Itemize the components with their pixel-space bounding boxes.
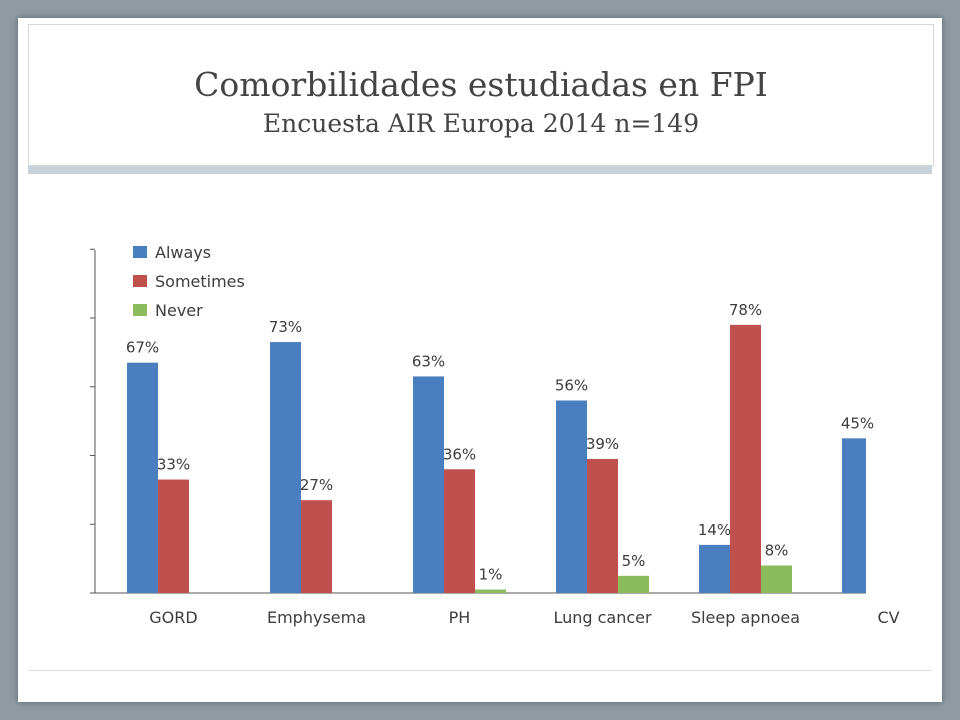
legend-entry: Always: [155, 243, 211, 262]
legend-swatch: [133, 275, 147, 287]
footer-box: [28, 670, 932, 695]
data-label: 78%: [729, 301, 762, 319]
data-label: 8%: [765, 542, 789, 560]
x-tick-label: PH: [449, 608, 471, 627]
bar-always: [413, 376, 444, 593]
x-tick-label: GORD: [149, 608, 197, 627]
bar-sometimes: [158, 479, 189, 593]
bar-never: [475, 589, 506, 593]
x-tick-label: Sleep apnoea: [691, 608, 800, 627]
bar-never: [761, 565, 792, 593]
chart-title: Comorbilidades estudiadas en FPI: [194, 65, 768, 104]
data-label: 45%: [841, 414, 874, 432]
bar-sometimes: [301, 500, 332, 593]
data-label: 36%: [443, 445, 476, 463]
data-label: 1%: [479, 566, 503, 584]
bar-never: [618, 575, 649, 593]
bar-always: [699, 544, 730, 593]
x-tick-label: CV: [877, 608, 899, 627]
bar-always: [270, 342, 301, 593]
data-label: 67%: [126, 339, 159, 357]
data-label: 63%: [412, 352, 445, 370]
title-box: Comorbilidades estudiadas en FPI Encuest…: [28, 24, 934, 166]
legend-swatch: [133, 246, 147, 258]
data-label: 5%: [622, 552, 646, 570]
legend-entry: Never: [155, 301, 203, 320]
bar-sometimes: [587, 458, 618, 593]
x-tick-label: Emphysema: [267, 608, 366, 627]
title-divider: [28, 166, 932, 174]
bar-always: [556, 400, 587, 593]
data-label: 56%: [555, 377, 588, 395]
data-label: 14%: [698, 521, 731, 539]
bar-always: [842, 438, 866, 593]
data-label: 33%: [157, 456, 190, 474]
data-label: 73%: [269, 318, 302, 336]
legend-entry: Sometimes: [155, 272, 245, 291]
data-label: 39%: [586, 435, 619, 453]
bar-sometimes: [730, 324, 761, 593]
x-tick-label: Lung cancer: [553, 608, 652, 627]
chart-subtitle: Encuesta AIR Europa 2014 n=149: [262, 109, 700, 138]
bar-sometimes: [444, 469, 475, 593]
data-label: 27%: [300, 476, 333, 494]
legend-swatch: [133, 304, 147, 316]
bar-always: [127, 362, 158, 593]
